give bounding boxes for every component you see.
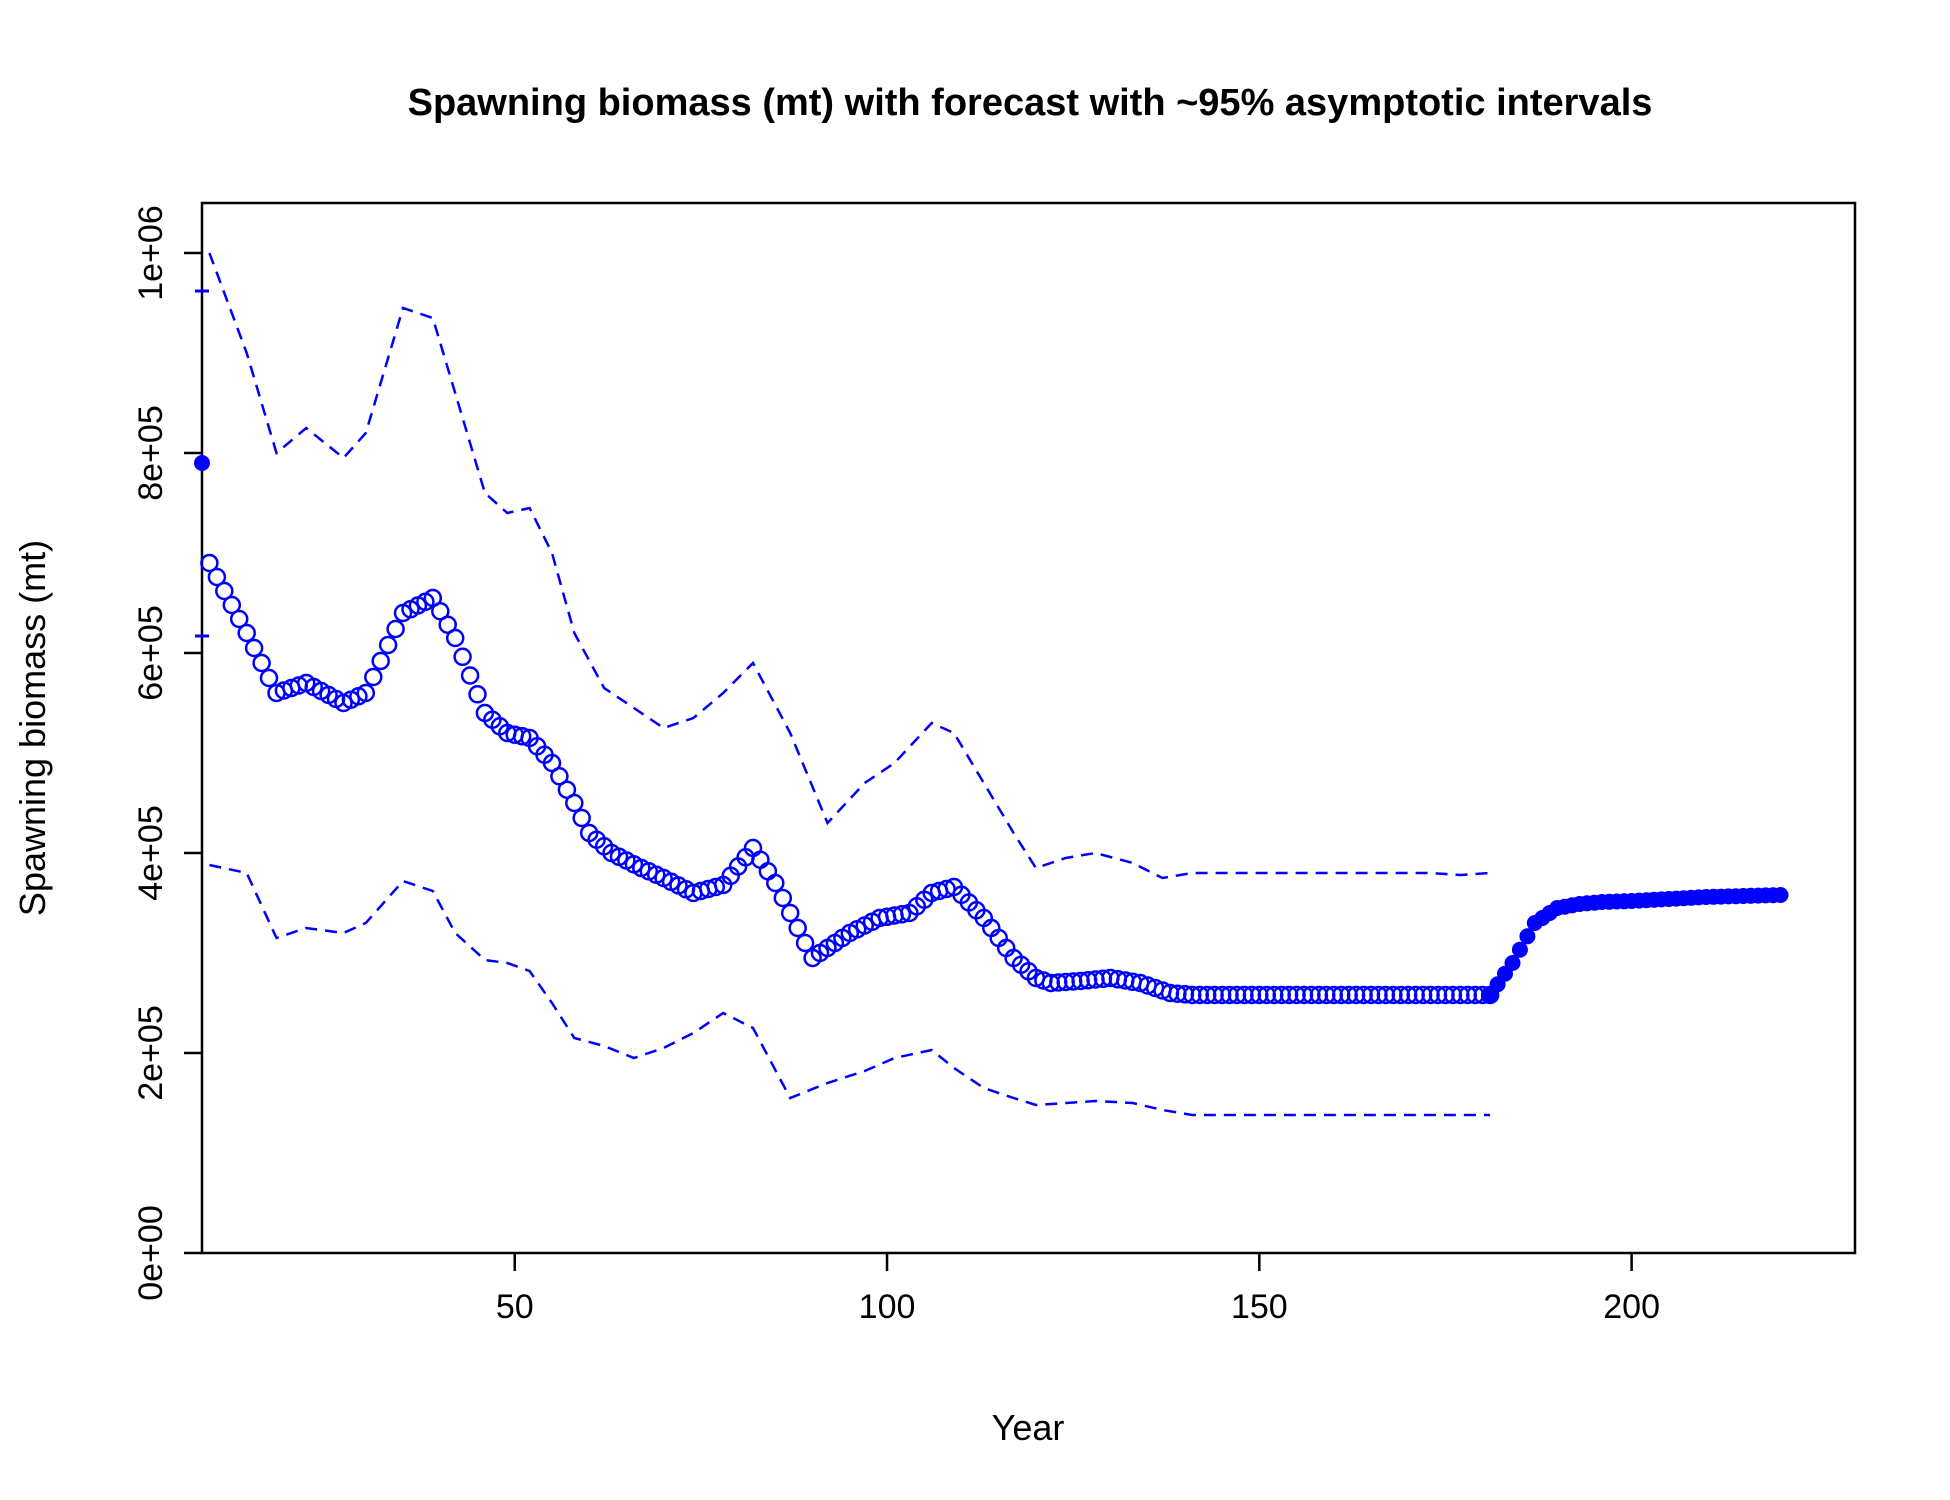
plot-frame [200, 201, 1857, 1255]
estimate-point [371, 651, 390, 671]
x-tick-label: 150 [1231, 1288, 1288, 1326]
x-tick-label: 200 [1603, 1288, 1660, 1326]
y-tick-label: 0e+00 [132, 1205, 170, 1301]
estimate-point [706, 877, 726, 897]
estimate-point [207, 567, 227, 587]
estimate-point [259, 668, 279, 688]
y-axis: 0e+00 2e+05 4e+05 6e+05 8e+05 1e+06 [132, 205, 202, 1301]
x-tick-label: 50 [496, 1288, 534, 1326]
estimate-point [237, 623, 256, 643]
chart-title: Spawning biomass (mt) with forecast with… [408, 82, 1653, 124]
estimate-point [364, 667, 383, 687]
estimate-point [244, 638, 264, 658]
forecast-point [1504, 955, 1521, 971]
estimate-point [766, 873, 785, 893]
estimate-point [252, 653, 271, 673]
series-layer [194, 252, 1789, 1117]
y-tick-label: 6e+05 [132, 605, 170, 701]
forecast-point [1519, 928, 1536, 945]
estimate-point [222, 595, 242, 615]
estimate-point [788, 918, 807, 938]
estimate-point [773, 888, 793, 908]
x-axis: 50 100 150 200 [496, 1253, 1660, 1326]
estimate-point [751, 850, 770, 869]
estimate-point [453, 647, 472, 667]
y-tick-label: 2e+05 [132, 1005, 170, 1101]
estimate-point [565, 793, 584, 813]
x-tick-label: 100 [859, 1288, 916, 1326]
estimate-point [780, 903, 800, 923]
estimate-point [229, 609, 249, 629]
estimate-point [460, 666, 480, 685]
upper-95-line [208, 252, 1491, 880]
y-tick-label: 8e+05 [132, 405, 170, 501]
y-tick-label: 4e+05 [132, 805, 170, 901]
forecast-point [1511, 941, 1528, 958]
estimate-point [215, 581, 234, 601]
estimate-point [378, 635, 398, 655]
x-axis-label: Year [992, 1407, 1065, 1448]
estimate-point [468, 685, 487, 704]
estimate-point [758, 862, 778, 881]
estimate-point [356, 683, 376, 703]
estimate-point [892, 905, 912, 924]
virgin-point [194, 455, 210, 471]
forecast-point [1772, 887, 1789, 903]
y-tick-label: 1e+06 [132, 205, 170, 301]
estimate-point [386, 619, 405, 639]
lower-95-line [209, 863, 1491, 1117]
estimate-point [512, 727, 532, 746]
y-axis-label: Spawning biomass (mt) [12, 540, 53, 916]
estimate-point [445, 628, 465, 648]
estimate-point [572, 808, 591, 828]
estimate-point [200, 553, 219, 573]
estimate-point [795, 933, 815, 953]
